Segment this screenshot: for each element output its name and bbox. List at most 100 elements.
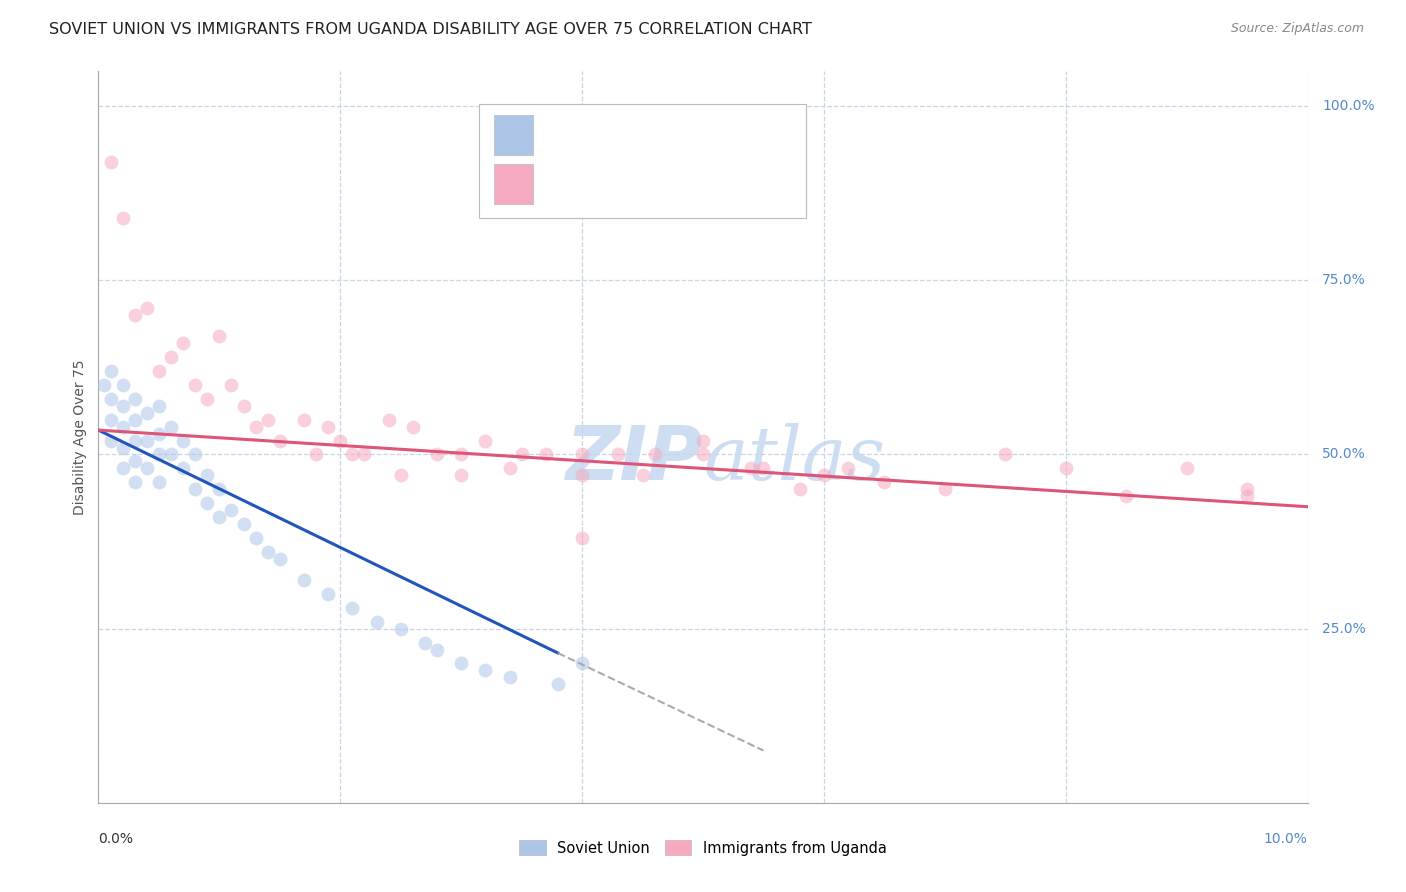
Point: [1236, 483, 1258, 497]
Point: [752, 461, 775, 475]
Point: [148, 475, 170, 490]
Point: [837, 461, 859, 475]
Text: atlas: atlas: [703, 423, 886, 495]
Point: [172, 434, 194, 448]
Point: [571, 531, 593, 545]
Point: [316, 419, 339, 434]
Point: [232, 399, 254, 413]
Point: [184, 483, 207, 497]
Point: [124, 475, 146, 490]
Point: [644, 448, 666, 462]
Point: [813, 468, 835, 483]
Point: [474, 434, 496, 448]
Point: [292, 573, 315, 587]
Text: 75.0%: 75.0%: [1322, 273, 1365, 287]
Point: [353, 448, 375, 462]
Point: [789, 483, 811, 497]
Point: [195, 468, 218, 483]
Point: [195, 496, 218, 510]
Point: [498, 461, 520, 475]
Point: [111, 211, 134, 225]
Point: [426, 448, 449, 462]
Point: [100, 155, 122, 169]
Point: [450, 448, 472, 462]
Point: [221, 377, 243, 392]
Point: [100, 412, 122, 426]
Point: [135, 434, 157, 448]
Point: [111, 399, 134, 413]
Point: [426, 642, 449, 657]
Point: [316, 587, 339, 601]
Point: [245, 419, 267, 434]
Point: [366, 615, 388, 629]
Text: 50.0%: 50.0%: [1322, 448, 1365, 461]
Point: [256, 412, 278, 426]
Point: [184, 377, 207, 392]
FancyBboxPatch shape: [479, 104, 806, 218]
Point: [172, 461, 194, 475]
Point: [100, 392, 122, 406]
Point: [740, 461, 762, 475]
Point: [389, 622, 412, 636]
Text: SOVIET UNION VS IMMIGRANTS FROM UGANDA DISABILITY AGE OVER 75 CORRELATION CHART: SOVIET UNION VS IMMIGRANTS FROM UGANDA D…: [49, 22, 813, 37]
Text: R =  -0.181   N = 52: R = -0.181 N = 52: [547, 177, 714, 192]
Point: [135, 301, 157, 316]
Point: [547, 677, 569, 691]
Point: [342, 448, 364, 462]
Point: [450, 657, 472, 671]
Point: [1175, 461, 1198, 475]
Point: [135, 461, 157, 475]
Point: [692, 434, 714, 448]
Point: [148, 426, 170, 441]
Point: [100, 364, 122, 378]
Point: [413, 635, 436, 649]
Point: [498, 670, 520, 684]
Point: [1115, 489, 1137, 503]
Point: [160, 448, 183, 462]
Point: [342, 600, 364, 615]
Point: [474, 664, 496, 678]
Point: [534, 448, 557, 462]
Point: [100, 434, 122, 448]
Point: [148, 364, 170, 378]
Point: [148, 448, 170, 462]
Point: [571, 657, 593, 671]
Point: [93, 377, 115, 392]
Point: [1054, 461, 1077, 475]
FancyBboxPatch shape: [494, 115, 533, 155]
Point: [124, 392, 146, 406]
Point: [221, 503, 243, 517]
Point: [135, 406, 157, 420]
Point: [160, 350, 183, 364]
Point: [292, 412, 315, 426]
Point: [111, 419, 134, 434]
Text: 100.0%: 100.0%: [1322, 99, 1375, 113]
Text: ZIP: ZIP: [565, 423, 703, 496]
Point: [124, 434, 146, 448]
Point: [184, 448, 207, 462]
Point: [111, 441, 134, 455]
FancyBboxPatch shape: [494, 164, 533, 204]
Point: [256, 545, 278, 559]
Point: [124, 308, 146, 322]
Point: [607, 448, 630, 462]
Point: [232, 517, 254, 532]
Point: [389, 468, 412, 483]
Point: [377, 412, 399, 426]
Text: Source: ZipAtlas.com: Source: ZipAtlas.com: [1230, 22, 1364, 36]
Point: [305, 448, 328, 462]
Point: [631, 468, 654, 483]
Point: [160, 419, 183, 434]
Point: [148, 399, 170, 413]
Point: [172, 336, 194, 351]
Point: [571, 448, 593, 462]
Legend: Soviet Union, Immigrants from Uganda: Soviet Union, Immigrants from Uganda: [513, 834, 893, 862]
Point: [994, 448, 1017, 462]
Point: [269, 434, 291, 448]
Text: 25.0%: 25.0%: [1322, 622, 1365, 636]
Point: [873, 475, 896, 490]
Point: [510, 448, 533, 462]
Point: [124, 412, 146, 426]
Text: 0.0%: 0.0%: [98, 832, 134, 846]
Point: [571, 468, 593, 483]
